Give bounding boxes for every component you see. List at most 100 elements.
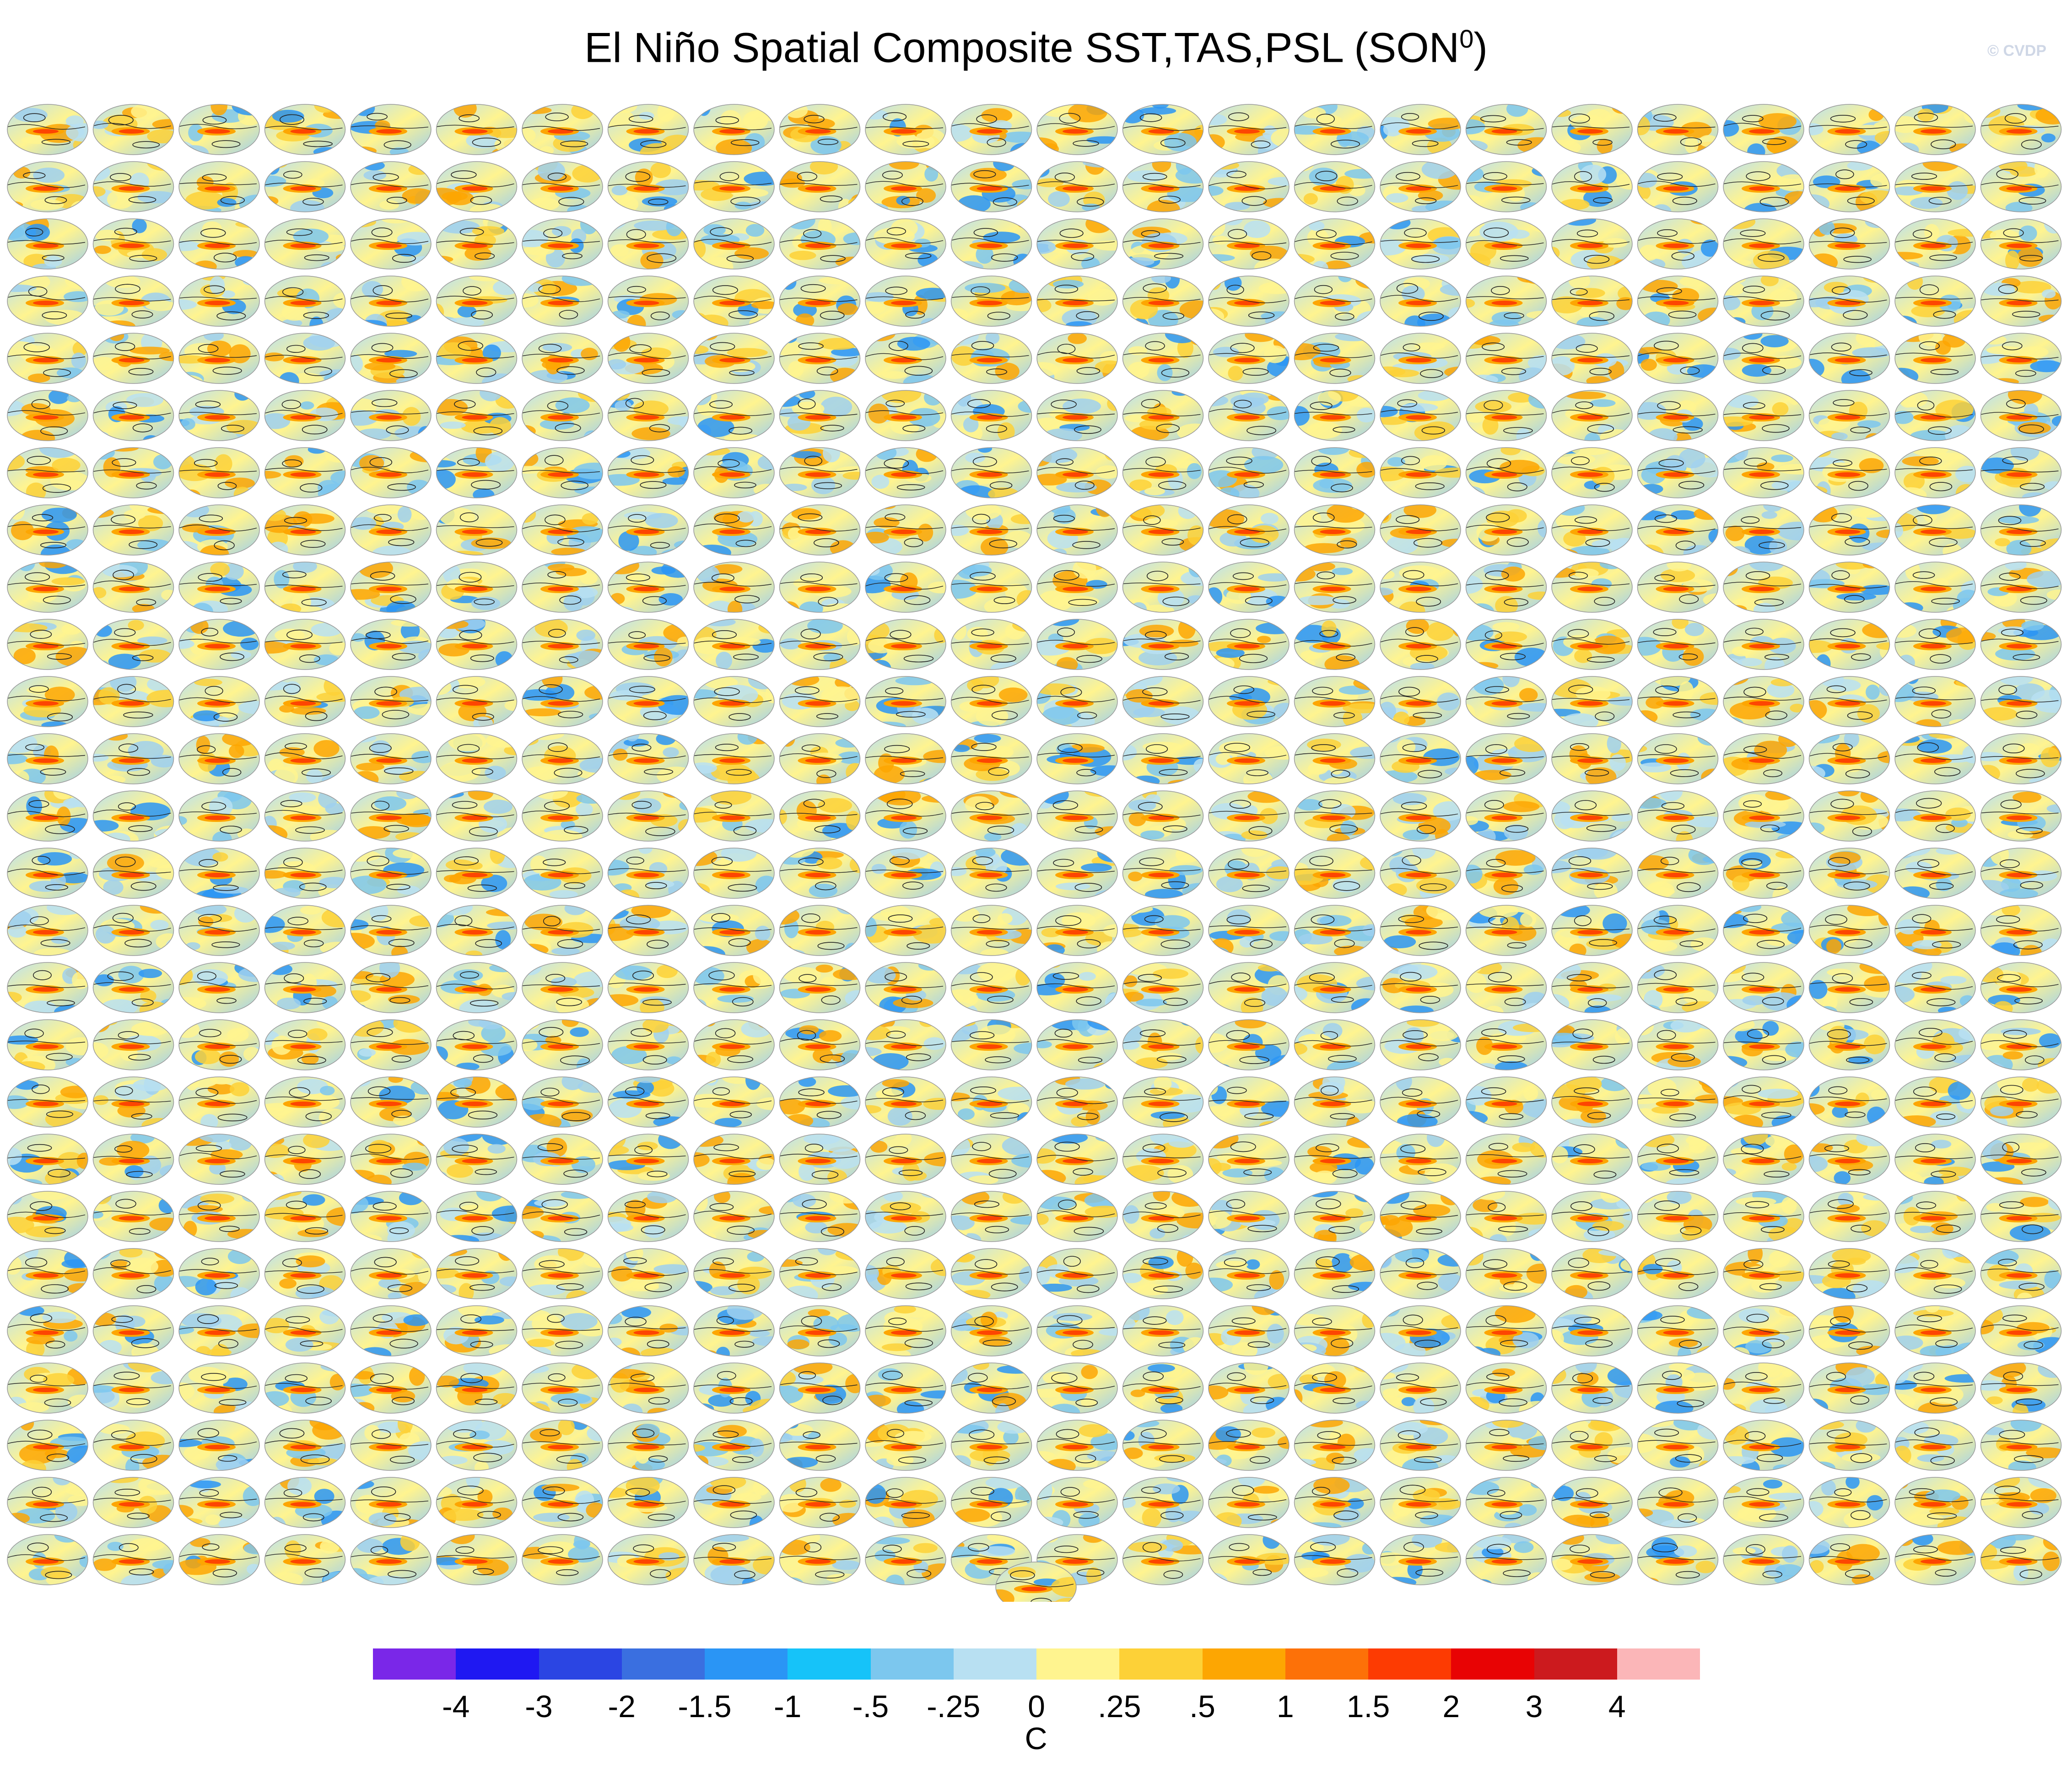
map-panel [1637, 619, 1719, 670]
map-panel [178, 848, 260, 899]
map-panel [178, 1305, 260, 1356]
map-panel [436, 848, 518, 899]
map-panel [7, 276, 88, 327]
map-panel [178, 104, 260, 155]
map-panel [1208, 104, 1290, 155]
map-panel [1551, 104, 1633, 155]
map-panel [1294, 390, 1376, 441]
map-panel [1465, 1134, 1547, 1185]
map-panel [1208, 562, 1290, 613]
map-panel [1122, 1019, 1204, 1070]
colorbar-swatch [456, 1648, 539, 1680]
map-panel [1294, 161, 1376, 212]
map-panel [1380, 1134, 1461, 1185]
map-panel [607, 1076, 689, 1128]
map-panel [92, 905, 174, 956]
map-panel [1980, 161, 2062, 212]
map-panel [1380, 1248, 1461, 1299]
map-panel [1122, 733, 1204, 784]
map-panel [1637, 218, 1719, 270]
map-panel [1208, 1534, 1290, 1585]
map-panel [1294, 733, 1376, 784]
map-panel [1122, 1076, 1204, 1128]
map-panel [950, 1305, 1032, 1356]
map-panel [1894, 1019, 1976, 1070]
map-panel [264, 333, 346, 384]
map-panel [1036, 676, 1118, 727]
colorbar-swatch [1451, 1648, 1534, 1680]
map-panel [1637, 1305, 1719, 1356]
map-panel [178, 161, 260, 212]
map-panel [436, 905, 518, 956]
colorbar-tick-label: -.25 [927, 1689, 981, 1724]
map-panel [1294, 447, 1376, 498]
colorbar-swatch [788, 1648, 871, 1680]
map-panel [1294, 562, 1376, 613]
map-panel [7, 1534, 88, 1585]
map-panel [865, 1076, 946, 1128]
map-panel [1808, 333, 1890, 384]
map-panel [779, 962, 861, 1013]
map-panel [865, 1305, 946, 1356]
map-panel [607, 1477, 689, 1528]
map-panel [1980, 1362, 2062, 1414]
map-panel [350, 504, 432, 556]
map-panel [7, 733, 88, 784]
map-panel [522, 619, 603, 670]
map-panel [1894, 390, 1976, 441]
map-panel [779, 1477, 861, 1528]
map-panel [178, 676, 260, 727]
map-panel [1208, 1477, 1290, 1528]
map-panel [1894, 504, 1976, 556]
map-panel [607, 1534, 689, 1585]
map-panel [264, 1248, 346, 1299]
map-panel [1808, 1076, 1890, 1128]
map-panel [1122, 1134, 1204, 1185]
map-panel [1894, 619, 1976, 670]
map-panel [1208, 1134, 1290, 1185]
map-panel [1122, 1248, 1204, 1299]
map-panel [693, 905, 775, 956]
map-panel [1551, 1534, 1633, 1585]
map-panel [1894, 1534, 1976, 1585]
map-panel [1465, 504, 1547, 556]
map-panel [1980, 905, 2062, 956]
map-panel [92, 1134, 174, 1185]
map-panel [1894, 733, 1976, 784]
map-panel [1294, 1305, 1376, 1356]
map-panel [1208, 276, 1290, 327]
map-panel [1551, 848, 1633, 899]
map-panel [1551, 676, 1633, 727]
map-panel [178, 218, 260, 270]
map-panel [865, 905, 946, 956]
colorbar-swatch [1368, 1648, 1451, 1680]
map-panel [1894, 1191, 1976, 1242]
map-panel [350, 1019, 432, 1070]
colorbar-swatch [870, 1648, 954, 1680]
map-panel [1122, 333, 1204, 384]
map-panel [693, 447, 775, 498]
map-panel [607, 790, 689, 842]
map-panel [350, 1134, 432, 1185]
map-panel [693, 562, 775, 613]
map-panel [1980, 619, 2062, 670]
map-panel [1637, 390, 1719, 441]
map-panel [693, 1134, 775, 1185]
map-panel [1808, 790, 1890, 842]
map-panel [693, 790, 775, 842]
map-panel [865, 1248, 946, 1299]
colorbar-swatch [1036, 1648, 1120, 1680]
map-panel [1808, 848, 1890, 899]
map-panel [178, 390, 260, 441]
map-panel [1208, 390, 1290, 441]
map-panel [1894, 1134, 1976, 1185]
map-panel [264, 790, 346, 842]
map-panel [693, 1420, 775, 1471]
map-panel [92, 333, 174, 384]
colorbar-swatch [539, 1648, 622, 1680]
map-panel [1122, 104, 1204, 155]
colorbar-tick-label: 4 [1608, 1689, 1626, 1724]
map-panel [1894, 1477, 1976, 1528]
map-panel [350, 848, 432, 899]
map-panel [950, 905, 1032, 956]
